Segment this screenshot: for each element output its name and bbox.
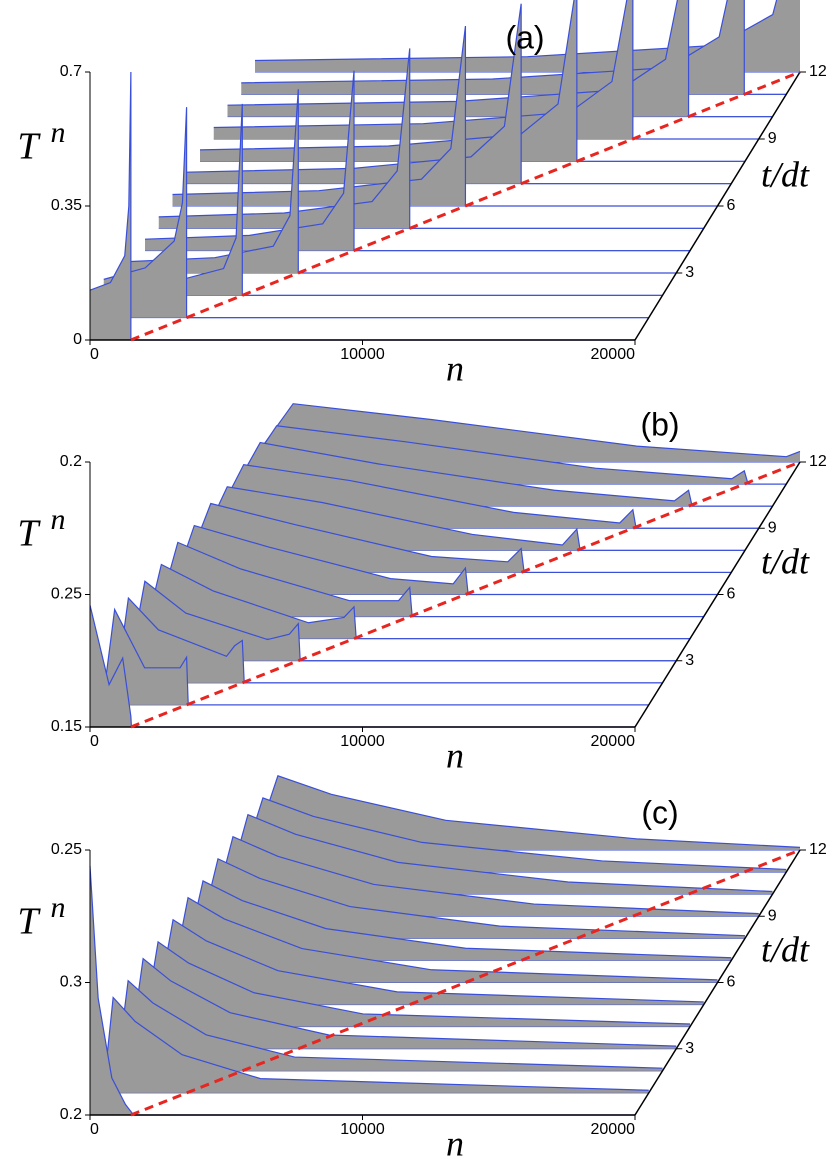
slice-fill [158,542,704,617]
slice-fill [227,814,773,895]
slice-curve [213,835,759,915]
z-axis-label: t/dt [761,541,810,581]
y-tick-label: 0.25 [51,586,82,603]
slice-curve [130,957,677,1047]
slice-curve [254,775,801,848]
slice-curve [185,502,732,574]
slice-fill [103,609,649,705]
slice-fill [200,858,745,939]
x-axis-label: n [446,735,464,775]
y-tick-label: 0.25 [51,841,82,858]
front-line [130,70,801,342]
slice-curve [254,403,801,458]
z-tick-label: 6 [727,197,736,214]
x-axis-label: n [446,1123,464,1163]
z-tick-label: 12 [809,453,827,470]
slice-fill [158,919,704,1005]
slice-fill [172,26,718,206]
y-axis-label: T [17,901,41,943]
y-axis-label-sub: n [51,891,66,924]
slice-fill [117,980,663,1071]
slice-curve [158,541,704,618]
z-tick-label: 6 [727,974,736,991]
y-axis-label-sub: n [51,503,66,536]
slice-fill [186,880,732,961]
x-tick-label: 10000 [340,733,385,750]
y-tick-label: 0.35 [51,197,82,214]
z-tick-label: 3 [685,652,694,669]
x-tick-label: 10000 [340,346,385,363]
slice-curve [116,596,663,684]
slice-fill [186,503,732,573]
x-tick-label: 10000 [340,1121,385,1138]
slice-fill [131,581,677,661]
slice-fill [255,0,800,72]
slice-curve [213,463,759,529]
slice-curve [199,486,745,551]
slice-fill [145,941,690,1027]
x-tick-label: 20000 [591,1121,636,1138]
slice-curve [171,896,718,981]
slice-curve [116,979,663,1069]
slice-curve [185,880,732,959]
slice-fill [103,107,649,318]
panel: 0.2 0.3 0.25 0 10000 20000 3 6 9 12 (c) T n n t/dt [17,775,827,1163]
panel-title: (b) [640,406,679,442]
x-axis-label: n [446,348,464,388]
slice-curve [240,797,787,871]
slice-curve [103,996,649,1091]
slice-fill [213,0,759,139]
z-axis-label: t/dt [761,929,810,969]
z-tick-label: 9 [768,130,777,147]
z-tick-label: 3 [685,1040,694,1057]
y-tick-label: 0.15 [51,718,82,735]
y-tick-label: 0.2 [60,453,82,470]
slice-fill [131,958,677,1049]
slice-curve [144,563,690,640]
z-tick-label: 3 [685,264,694,281]
y-axis-label: T [17,513,41,555]
panel-title: (a) [505,19,544,55]
slice-curve [199,857,746,937]
z-tick-label: 12 [809,63,827,80]
y-tick-label: 0.3 [60,974,82,991]
x-tick-label: 20000 [591,346,636,363]
y-axis-label: T [17,126,41,168]
slice-curve [130,580,677,662]
x-tick-label: 0 [90,1121,99,1138]
slice-fill [255,775,800,850]
y-axis-label-sub: n [51,116,66,149]
y-tick-label: 0.2 [60,1106,82,1123]
panel-title: (c) [641,794,678,830]
panel: 0 0.35 0.7 0 10000 20000 3 6 9 12 (a) T n n t/dt [17,0,827,388]
slice-fill [227,0,773,117]
slice-curve [171,524,718,596]
slice-curve [144,940,691,1025]
z-tick-label: 12 [809,841,827,858]
slice-fill [145,564,690,639]
x-tick-label: 0 [90,346,99,363]
slice-fill [172,897,718,983]
slice-curve [158,918,704,1003]
slice-fill [213,836,759,917]
z-axis-label: t/dt [761,154,810,194]
x-tick-label: 0 [90,733,99,750]
slice-fill [241,797,787,873]
z-tick-label: 9 [768,519,777,536]
slice-fill [103,997,649,1093]
slice-fill [172,525,718,595]
y-tick-label: 0.7 [60,63,82,80]
z-tick-label: 9 [768,907,777,924]
z-tick-label: 6 [727,586,736,603]
panel: 0.15 0.25 0.2 0 10000 20000 3 6 9 12 (b) T n n t/dt [17,403,827,775]
slice-curve [226,813,773,893]
x-tick-label: 20000 [591,733,636,750]
y-tick-label: 0 [73,331,82,348]
